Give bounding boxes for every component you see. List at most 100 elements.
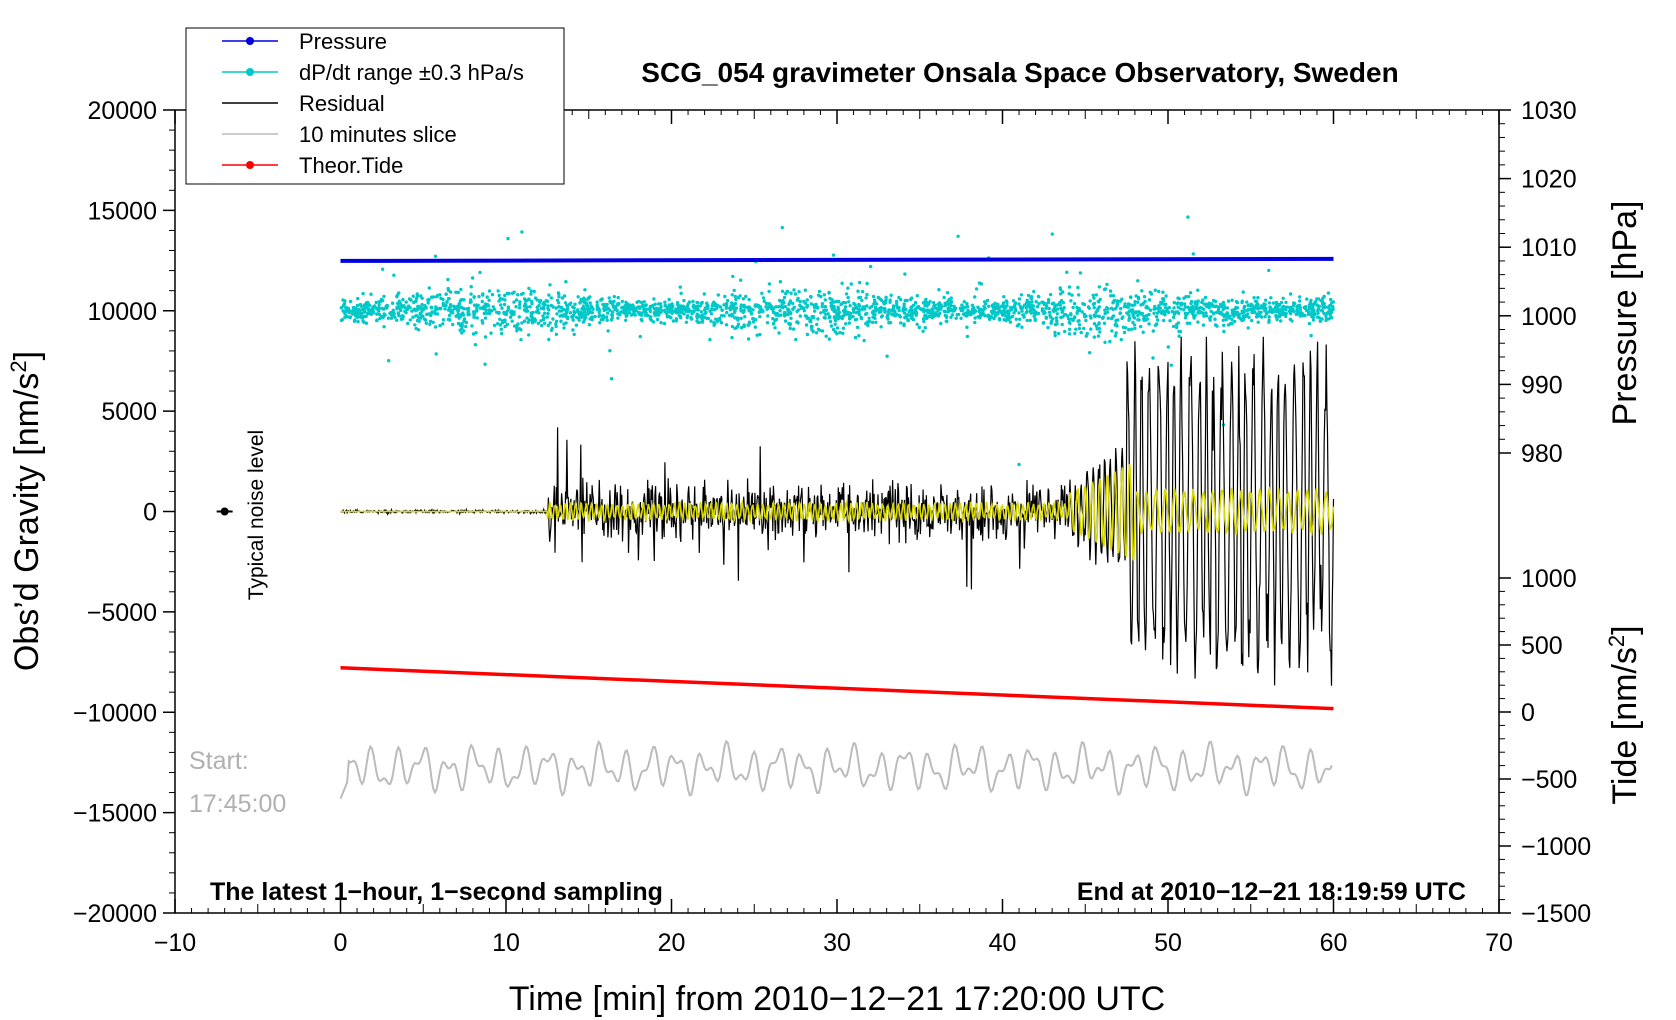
dpdt-point — [571, 328, 575, 332]
dpdt-point — [433, 311, 437, 315]
dpdt-point — [588, 301, 592, 305]
dpdt-point — [746, 323, 751, 327]
dpdt-point — [1047, 310, 1052, 315]
dpdt-point — [1267, 301, 1272, 305]
dpdt-point — [1013, 308, 1018, 313]
dpdt-point — [992, 307, 996, 311]
dpdt-point — [1188, 291, 1193, 295]
dpdt-point — [1178, 330, 1183, 334]
dpdt-point — [628, 303, 632, 307]
dpdt-point — [864, 296, 868, 300]
dpdt-point — [990, 315, 994, 319]
dpdt-point — [802, 299, 806, 304]
dpdt-point — [1221, 300, 1226, 305]
dpdt-point — [945, 291, 950, 295]
dpdt-point — [1111, 301, 1115, 305]
dpdt-point — [562, 294, 567, 298]
dpdt-point — [564, 321, 568, 325]
dpdt-point — [374, 300, 378, 305]
dpdt-point — [1071, 305, 1075, 310]
dpdt-point — [1183, 316, 1188, 320]
dpdt-point — [438, 293, 442, 297]
dpdt-point — [537, 303, 541, 308]
dpdt-point — [523, 298, 528, 303]
dpdt-point — [363, 314, 367, 318]
dpdt-point — [1295, 309, 1300, 314]
dpdt-point — [1100, 316, 1105, 320]
dpdt-point — [560, 309, 564, 313]
dpdt-point — [1096, 334, 1101, 338]
dpdt-point — [1325, 311, 1329, 316]
latest-label: The latest 1−hour, 1−second sampling — [210, 878, 663, 906]
dpdt-point — [1234, 305, 1238, 310]
dpdt-point — [883, 310, 887, 314]
dpdt-point — [1046, 325, 1050, 330]
dpdt-point — [931, 314, 936, 319]
dpdt-point — [798, 314, 802, 318]
dpdt-point — [898, 315, 903, 319]
dpdt-point — [947, 307, 951, 312]
dpdt-point — [1096, 307, 1100, 311]
dpdt-point — [745, 305, 749, 310]
dpdt-point — [761, 296, 766, 300]
dpdt-point — [1092, 301, 1097, 306]
dpdt-point — [1240, 300, 1244, 305]
dpdt-point — [410, 309, 414, 313]
dpdt-point — [1060, 322, 1064, 327]
dpdt-point — [1009, 306, 1013, 311]
dpdt-point — [423, 318, 428, 322]
legend-label: Pressure — [299, 29, 387, 54]
dpdt-point — [456, 321, 461, 326]
dpdt-point — [712, 321, 716, 325]
dpdt-point — [921, 317, 926, 321]
dpdt-point — [429, 305, 433, 310]
dpdt-point — [959, 316, 963, 320]
dpdt-point — [1154, 314, 1159, 319]
dpdt-point — [720, 308, 724, 312]
dpdt-point — [417, 319, 421, 323]
dpdt-point — [662, 321, 667, 326]
dpdt-point — [369, 311, 374, 315]
dpdt-point — [1169, 363, 1173, 367]
dpdt-point — [887, 321, 891, 325]
dpdt-point — [753, 304, 757, 308]
dpdt-point — [1222, 323, 1226, 327]
dpdt-point — [442, 303, 447, 307]
dpdt-point — [954, 316, 958, 320]
dpdt-point — [987, 304, 991, 308]
dpdt-point — [805, 316, 809, 320]
dpdt-point — [1013, 303, 1017, 307]
dpdt-point — [682, 308, 686, 312]
dpdt-point — [789, 316, 793, 320]
dpdt-point — [605, 318, 609, 322]
dpdt-point — [1196, 320, 1200, 324]
dpdt-point — [572, 332, 576, 337]
dpdt-point — [862, 305, 866, 309]
dpdt-point — [1201, 323, 1206, 327]
dpdt-point — [554, 322, 558, 326]
dpdt-point — [1042, 309, 1046, 313]
dpdt-point — [916, 305, 921, 309]
dpdt-point — [903, 298, 907, 303]
dpdt-point — [1105, 310, 1110, 314]
dpdt-point — [1147, 298, 1152, 302]
dpdt-point — [1111, 294, 1116, 298]
dpdt-point — [852, 301, 856, 306]
dpdt-point — [1298, 299, 1302, 303]
dpdt-point — [1179, 307, 1183, 311]
dpdt-point — [562, 326, 566, 330]
dpdt-point — [778, 309, 782, 313]
dpdt-point — [413, 299, 418, 304]
dpdt-point — [466, 310, 470, 315]
dpdt-point — [469, 285, 473, 289]
dpdt-point — [483, 362, 487, 366]
dpdt-point — [911, 311, 915, 316]
dpdt-point — [686, 314, 690, 318]
dpdt-point — [584, 302, 589, 306]
dpdt-point — [981, 308, 986, 312]
dpdt-point — [993, 301, 997, 305]
dpdt-point — [847, 300, 851, 304]
dpdt-point — [433, 325, 438, 329]
dpdt-point — [775, 311, 779, 316]
dpdt-point — [1008, 315, 1012, 320]
